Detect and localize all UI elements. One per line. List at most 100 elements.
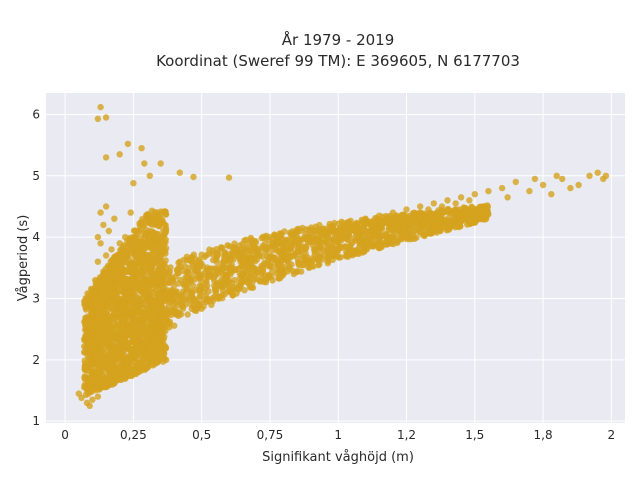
data-point — [431, 218, 438, 225]
x-axis-title: Signifikant våghöjd (m) — [262, 450, 414, 465]
data-point — [145, 338, 152, 345]
data-point — [127, 357, 135, 365]
data-point — [248, 236, 255, 244]
data-point — [157, 281, 164, 288]
x-tick-label: 2 — [608, 428, 616, 442]
data-point — [230, 256, 237, 263]
data-point — [241, 237, 248, 244]
y-axis-title: Vågperiod (s) — [16, 215, 31, 302]
data-point — [383, 238, 390, 245]
data-point — [309, 257, 316, 264]
data-point — [287, 245, 295, 252]
data-point — [306, 235, 313, 243]
data-point — [148, 221, 155, 228]
data-point — [162, 280, 169, 287]
data-point — [124, 362, 132, 370]
data-point — [82, 337, 90, 344]
data-point — [176, 169, 183, 176]
data-point — [301, 235, 308, 242]
data-point — [444, 197, 451, 204]
data-point — [213, 246, 220, 253]
data-point — [309, 241, 316, 249]
data-point — [121, 375, 129, 382]
data-point — [394, 229, 401, 236]
data-point — [153, 219, 160, 226]
data-point — [359, 249, 366, 256]
data-point — [586, 172, 593, 179]
data-point — [426, 222, 433, 230]
data-point — [87, 380, 95, 387]
data-point — [311, 251, 318, 259]
data-point — [147, 309, 154, 316]
chart-title-line-1: År 1979 - 2019 — [282, 30, 395, 49]
data-point — [258, 234, 265, 242]
data-point — [235, 286, 242, 293]
data-point — [478, 211, 485, 218]
data-point — [273, 256, 280, 264]
data-point — [132, 316, 139, 324]
data-point — [295, 236, 303, 243]
x-tick-label: 1 — [334, 428, 342, 442]
data-point — [182, 274, 189, 281]
data-point — [388, 239, 396, 246]
data-point — [81, 374, 88, 381]
data-point — [255, 245, 262, 253]
data-point — [133, 321, 140, 329]
data-point — [102, 252, 110, 259]
data-point — [140, 240, 147, 247]
data-point — [356, 243, 363, 250]
data-point — [369, 218, 377, 225]
data-point — [188, 305, 195, 312]
data-point — [373, 242, 380, 249]
data-point — [94, 233, 102, 241]
data-point — [279, 266, 286, 273]
data-point — [196, 283, 203, 290]
data-point — [102, 114, 110, 121]
data-point — [249, 284, 257, 291]
x-tick-label: 0,25 — [120, 428, 147, 442]
data-point — [94, 258, 102, 265]
data-point — [146, 172, 153, 179]
x-tick-label: 0,75 — [257, 428, 284, 442]
data-point — [157, 160, 164, 167]
data-point — [146, 329, 154, 336]
data-point — [91, 319, 98, 326]
data-point — [147, 314, 154, 321]
data-point — [120, 320, 127, 327]
data-point — [329, 222, 336, 229]
data-point — [139, 260, 146, 268]
data-point — [539, 181, 547, 189]
y-tick-label: 4 — [32, 230, 40, 244]
data-point — [246, 265, 253, 272]
data-point — [115, 254, 122, 261]
data-point — [183, 281, 190, 288]
data-point — [512, 178, 519, 186]
data-point — [340, 220, 347, 227]
data-point — [175, 280, 182, 287]
data-point — [102, 154, 110, 161]
data-points — [75, 103, 610, 409]
data-point — [294, 226, 301, 233]
data-point — [303, 244, 310, 251]
data-point — [367, 243, 375, 250]
data-point — [222, 276, 229, 283]
data-point — [171, 322, 178, 329]
data-point — [117, 273, 124, 280]
data-point — [82, 364, 89, 371]
data-point — [251, 275, 258, 282]
data-point — [353, 220, 361, 227]
data-point — [131, 234, 138, 241]
data-point — [86, 402, 93, 409]
data-point — [188, 278, 195, 285]
data-point — [269, 277, 276, 284]
data-point — [97, 240, 104, 247]
data-point — [86, 291, 93, 298]
data-point — [390, 214, 397, 221]
data-point — [162, 227, 170, 234]
data-point — [94, 360, 101, 367]
data-point — [245, 258, 252, 265]
data-point — [123, 344, 130, 351]
data-point — [403, 234, 411, 241]
data-point — [150, 230, 157, 238]
data-point — [111, 215, 118, 222]
